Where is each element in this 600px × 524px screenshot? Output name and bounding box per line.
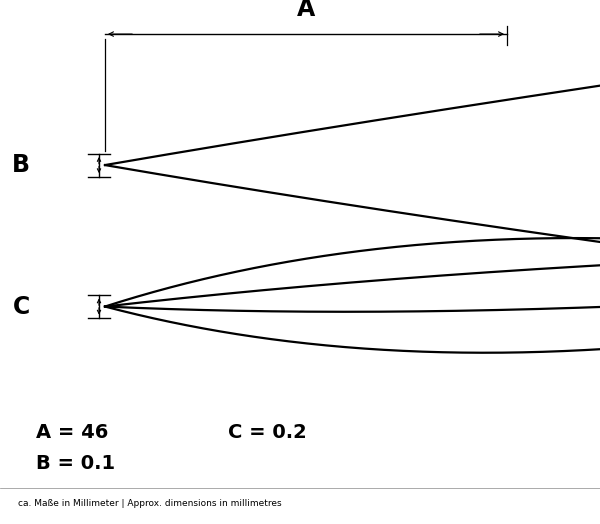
Text: B = 0.1: B = 0.1 [36, 454, 115, 473]
Text: B: B [12, 153, 30, 177]
Text: C = 0.2: C = 0.2 [228, 423, 307, 442]
Text: A = 46: A = 46 [36, 423, 109, 442]
Text: C: C [13, 294, 29, 319]
Text: ca. Maße in Millimeter | Approx. dimensions in millimetres: ca. Maße in Millimeter | Approx. dimensi… [18, 498, 281, 508]
Text: A: A [297, 0, 315, 21]
